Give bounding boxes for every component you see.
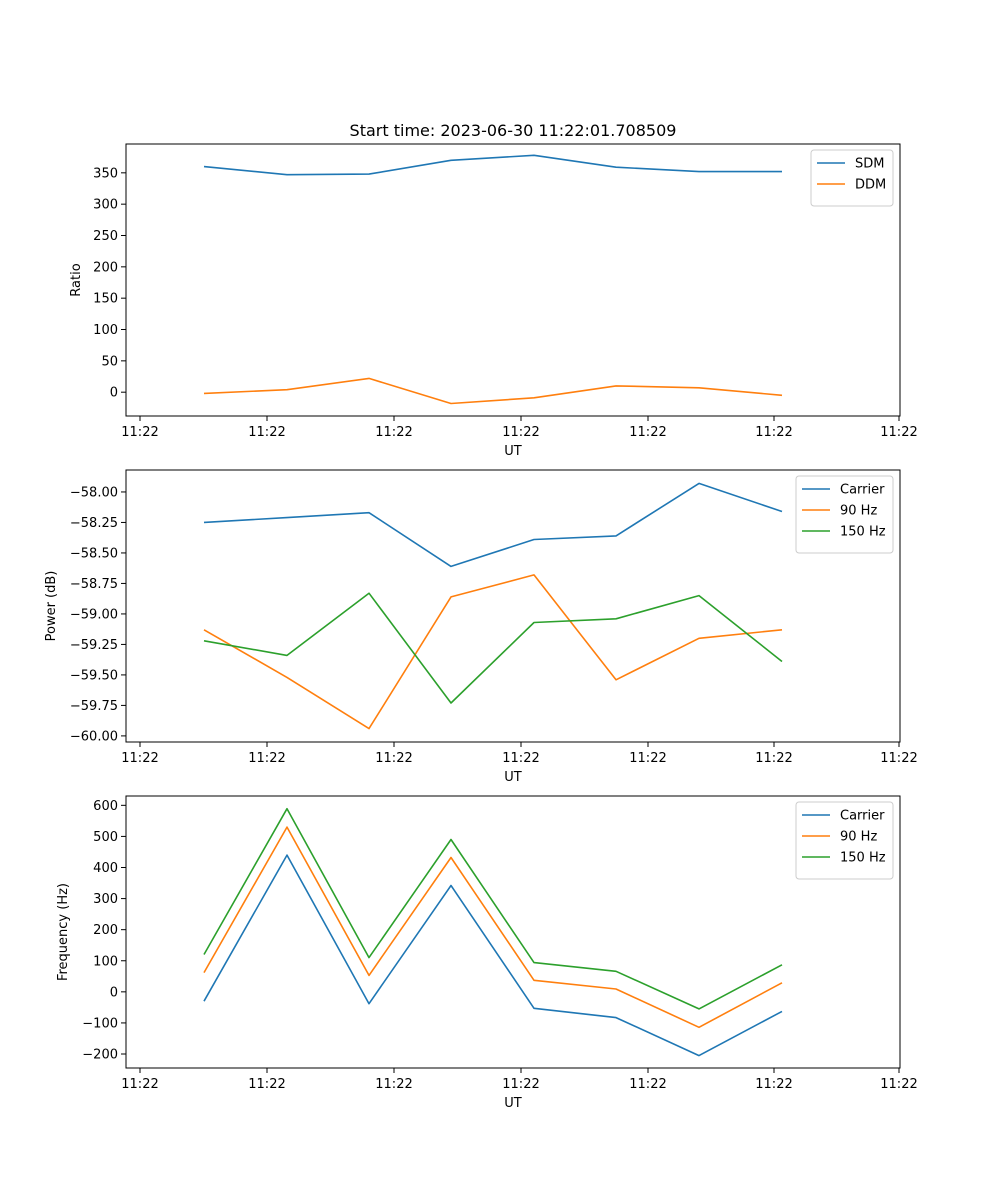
legend-label: DDM: [855, 178, 886, 193]
legend-label: 90 Hz: [840, 830, 877, 845]
x-tick-label: 11:22: [248, 425, 285, 440]
y-tick-label: −58.25: [70, 516, 118, 531]
plot-frame: [125, 469, 901, 743]
y-axis-label: Frequency (Hz): [56, 883, 71, 981]
legend-box: [795, 801, 894, 880]
x-axis-label: UT: [504, 444, 522, 459]
x-tick-label: 11:22: [375, 1077, 412, 1092]
y-tick-label: 50: [101, 354, 118, 369]
legend-label: Carrier: [840, 809, 885, 824]
y-tick-label: −58.00: [70, 485, 118, 500]
legend-box: [810, 149, 894, 207]
x-tick-label: 11:22: [502, 425, 539, 440]
y-tick-label: −58.50: [70, 546, 118, 561]
y-tick-label: −60.00: [70, 729, 118, 744]
series-line-carrier: [203, 854, 783, 1057]
x-tick-label: 11:22: [629, 1077, 666, 1092]
x-tick-label: 11:22: [248, 1077, 285, 1092]
x-tick-label: 11:22: [502, 1077, 539, 1092]
y-tick-label: 200: [93, 260, 118, 275]
y-tick-label: 150: [93, 292, 118, 307]
x-axis-label: UT: [504, 770, 522, 785]
legend-label: 150 Hz: [840, 851, 886, 866]
series-line-90-hz: [203, 826, 783, 1029]
legend-label: SDM: [855, 157, 884, 172]
x-tick-label: 11:22: [502, 751, 539, 766]
x-tick-label: 11:22: [629, 425, 666, 440]
x-tick-label: 11:22: [121, 1077, 158, 1092]
series-line-ddm: [203, 377, 783, 405]
y-tick-label: −100: [82, 1016, 118, 1031]
x-tick-label: 11:22: [121, 425, 158, 440]
y-tick-label: 100: [93, 954, 118, 969]
x-tick-label: 11:22: [248, 751, 285, 766]
y-tick-label: 400: [93, 861, 118, 876]
y-tick-label: 600: [93, 799, 118, 814]
x-tick-label: 11:22: [755, 425, 792, 440]
y-axis-label: Ratio: [69, 263, 84, 296]
legend-box: [795, 475, 894, 554]
x-tick-label: 11:22: [880, 1077, 917, 1092]
x-tick-label: 11:22: [121, 751, 158, 766]
legend-label: 150 Hz: [840, 525, 886, 540]
y-tick-label: −200: [82, 1048, 118, 1063]
y-tick-label: 300: [93, 198, 118, 213]
legend-label: 90 Hz: [840, 504, 877, 519]
x-tick-label: 11:22: [375, 425, 412, 440]
y-axis-label: Power (dB): [44, 571, 59, 642]
y-tick-label: 350: [93, 166, 118, 181]
y-tick-label: 0: [110, 386, 118, 401]
chart-title: Start time: 2023-06-30 11:22:01.708509: [350, 121, 677, 140]
plot-frame: [125, 143, 901, 417]
series-line-150-hz: [203, 592, 783, 704]
y-tick-label: −59.00: [70, 607, 118, 622]
y-tick-label: 500: [93, 830, 118, 845]
y-tick-label: 200: [93, 923, 118, 938]
y-tick-label: −59.50: [70, 668, 118, 683]
y-tick-label: −59.75: [70, 699, 118, 714]
legend-label: Carrier: [840, 483, 885, 498]
chart-panel-2: 11:22 11:22 11:22 11:22 11:22 11:22 11:22−60.0…: [44, 469, 918, 785]
plot-frame: [125, 795, 901, 1069]
x-tick-label: 11:22: [880, 425, 917, 440]
chart-panel-3: 11:22 11:22 11:22 11:22 11:22 11:22 11:22−200−…: [56, 795, 918, 1111]
y-tick-label: −58.75: [70, 577, 118, 592]
y-tick-label: −59.25: [70, 638, 118, 653]
x-tick-label: 11:22: [375, 751, 412, 766]
x-axis-label: UT: [504, 1096, 522, 1111]
series-line-90-hz: [203, 574, 783, 730]
x-tick-label: 11:22: [755, 1077, 792, 1092]
y-tick-label: 300: [93, 892, 118, 907]
y-tick-label: 250: [93, 229, 118, 244]
x-tick-label: 11:22: [629, 751, 666, 766]
y-tick-label: 0: [110, 985, 118, 1000]
x-tick-label: 11:22: [880, 751, 917, 766]
series-line-sdm: [203, 154, 782, 176]
y-tick-label: 100: [93, 323, 118, 338]
series-line-150-hz: [203, 807, 783, 1010]
series-line-carrier: [203, 482, 783, 568]
chart-panel-1: 11:22 11:22 11:22 11:22 11:22 11:22 11:22 0 50 10…: [69, 121, 918, 459]
x-tick-label: 11:22: [755, 751, 792, 766]
